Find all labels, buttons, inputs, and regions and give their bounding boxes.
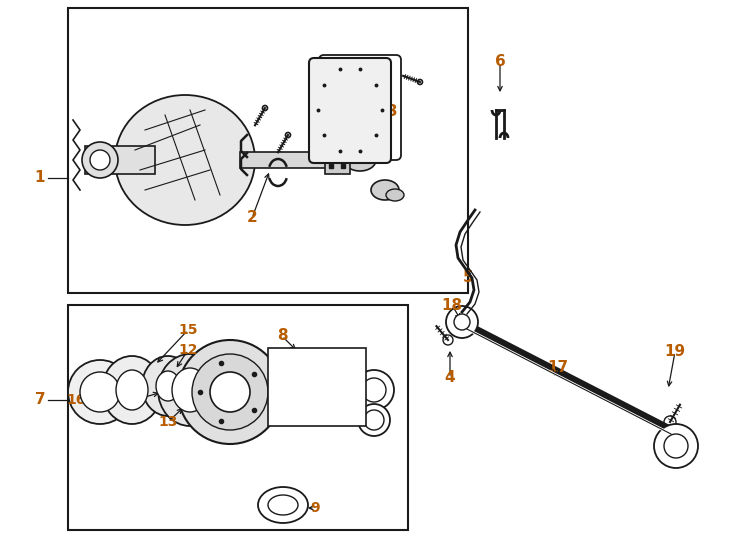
Circle shape [446, 306, 478, 338]
FancyBboxPatch shape [309, 58, 391, 163]
Circle shape [664, 434, 688, 458]
Text: 13: 13 [159, 415, 178, 429]
Text: 15: 15 [178, 323, 197, 337]
Text: 1: 1 [34, 171, 46, 186]
Circle shape [664, 416, 676, 428]
Circle shape [68, 360, 132, 424]
Ellipse shape [258, 487, 308, 523]
Circle shape [333, 359, 339, 365]
Ellipse shape [158, 354, 222, 426]
Ellipse shape [371, 180, 399, 200]
Circle shape [307, 359, 313, 365]
Bar [240, 152, 360, 168]
Ellipse shape [344, 149, 376, 171]
Text: 3: 3 [387, 105, 397, 119]
FancyBboxPatch shape [319, 55, 401, 160]
Circle shape [178, 340, 282, 444]
Ellipse shape [102, 356, 162, 424]
Circle shape [82, 142, 118, 178]
Ellipse shape [156, 371, 180, 401]
Circle shape [358, 404, 390, 436]
Ellipse shape [115, 95, 255, 225]
Ellipse shape [172, 368, 208, 412]
Text: 12: 12 [178, 343, 197, 357]
Bar [85, 146, 155, 174]
Text: 16: 16 [66, 393, 86, 407]
Text: 14: 14 [126, 393, 145, 407]
Circle shape [192, 354, 268, 430]
Circle shape [286, 132, 291, 138]
Circle shape [210, 372, 250, 412]
Text: 19: 19 [664, 345, 686, 360]
Text: 9: 9 [310, 501, 320, 515]
Text: 17: 17 [548, 361, 569, 375]
Bar [68, 8, 468, 293]
Text: 4: 4 [445, 370, 455, 386]
Circle shape [333, 381, 339, 387]
Circle shape [90, 150, 110, 170]
Circle shape [333, 403, 339, 409]
Circle shape [418, 79, 423, 84]
Text: 11: 11 [342, 383, 362, 397]
Circle shape [307, 403, 313, 409]
Bar [68, 305, 408, 530]
Circle shape [654, 424, 698, 468]
Text: 18: 18 [441, 298, 462, 313]
Text: 7: 7 [34, 393, 46, 408]
Bar [325, 146, 350, 174]
Circle shape [354, 370, 394, 410]
Circle shape [263, 105, 267, 111]
Text: 5: 5 [462, 271, 473, 286]
Text: 6: 6 [495, 55, 506, 70]
Text: 10: 10 [342, 411, 362, 425]
Circle shape [443, 335, 453, 345]
Circle shape [281, 381, 287, 387]
Circle shape [307, 381, 313, 387]
Circle shape [362, 378, 386, 402]
Circle shape [364, 410, 384, 430]
Circle shape [281, 359, 287, 365]
Bar [268, 348, 366, 426]
Circle shape [80, 372, 120, 412]
Circle shape [454, 314, 470, 330]
Ellipse shape [116, 370, 148, 410]
Text: 8: 8 [277, 328, 287, 343]
Ellipse shape [142, 356, 194, 416]
Text: 2: 2 [247, 211, 258, 226]
Ellipse shape [386, 189, 404, 201]
Ellipse shape [268, 495, 298, 515]
Circle shape [281, 403, 287, 409]
